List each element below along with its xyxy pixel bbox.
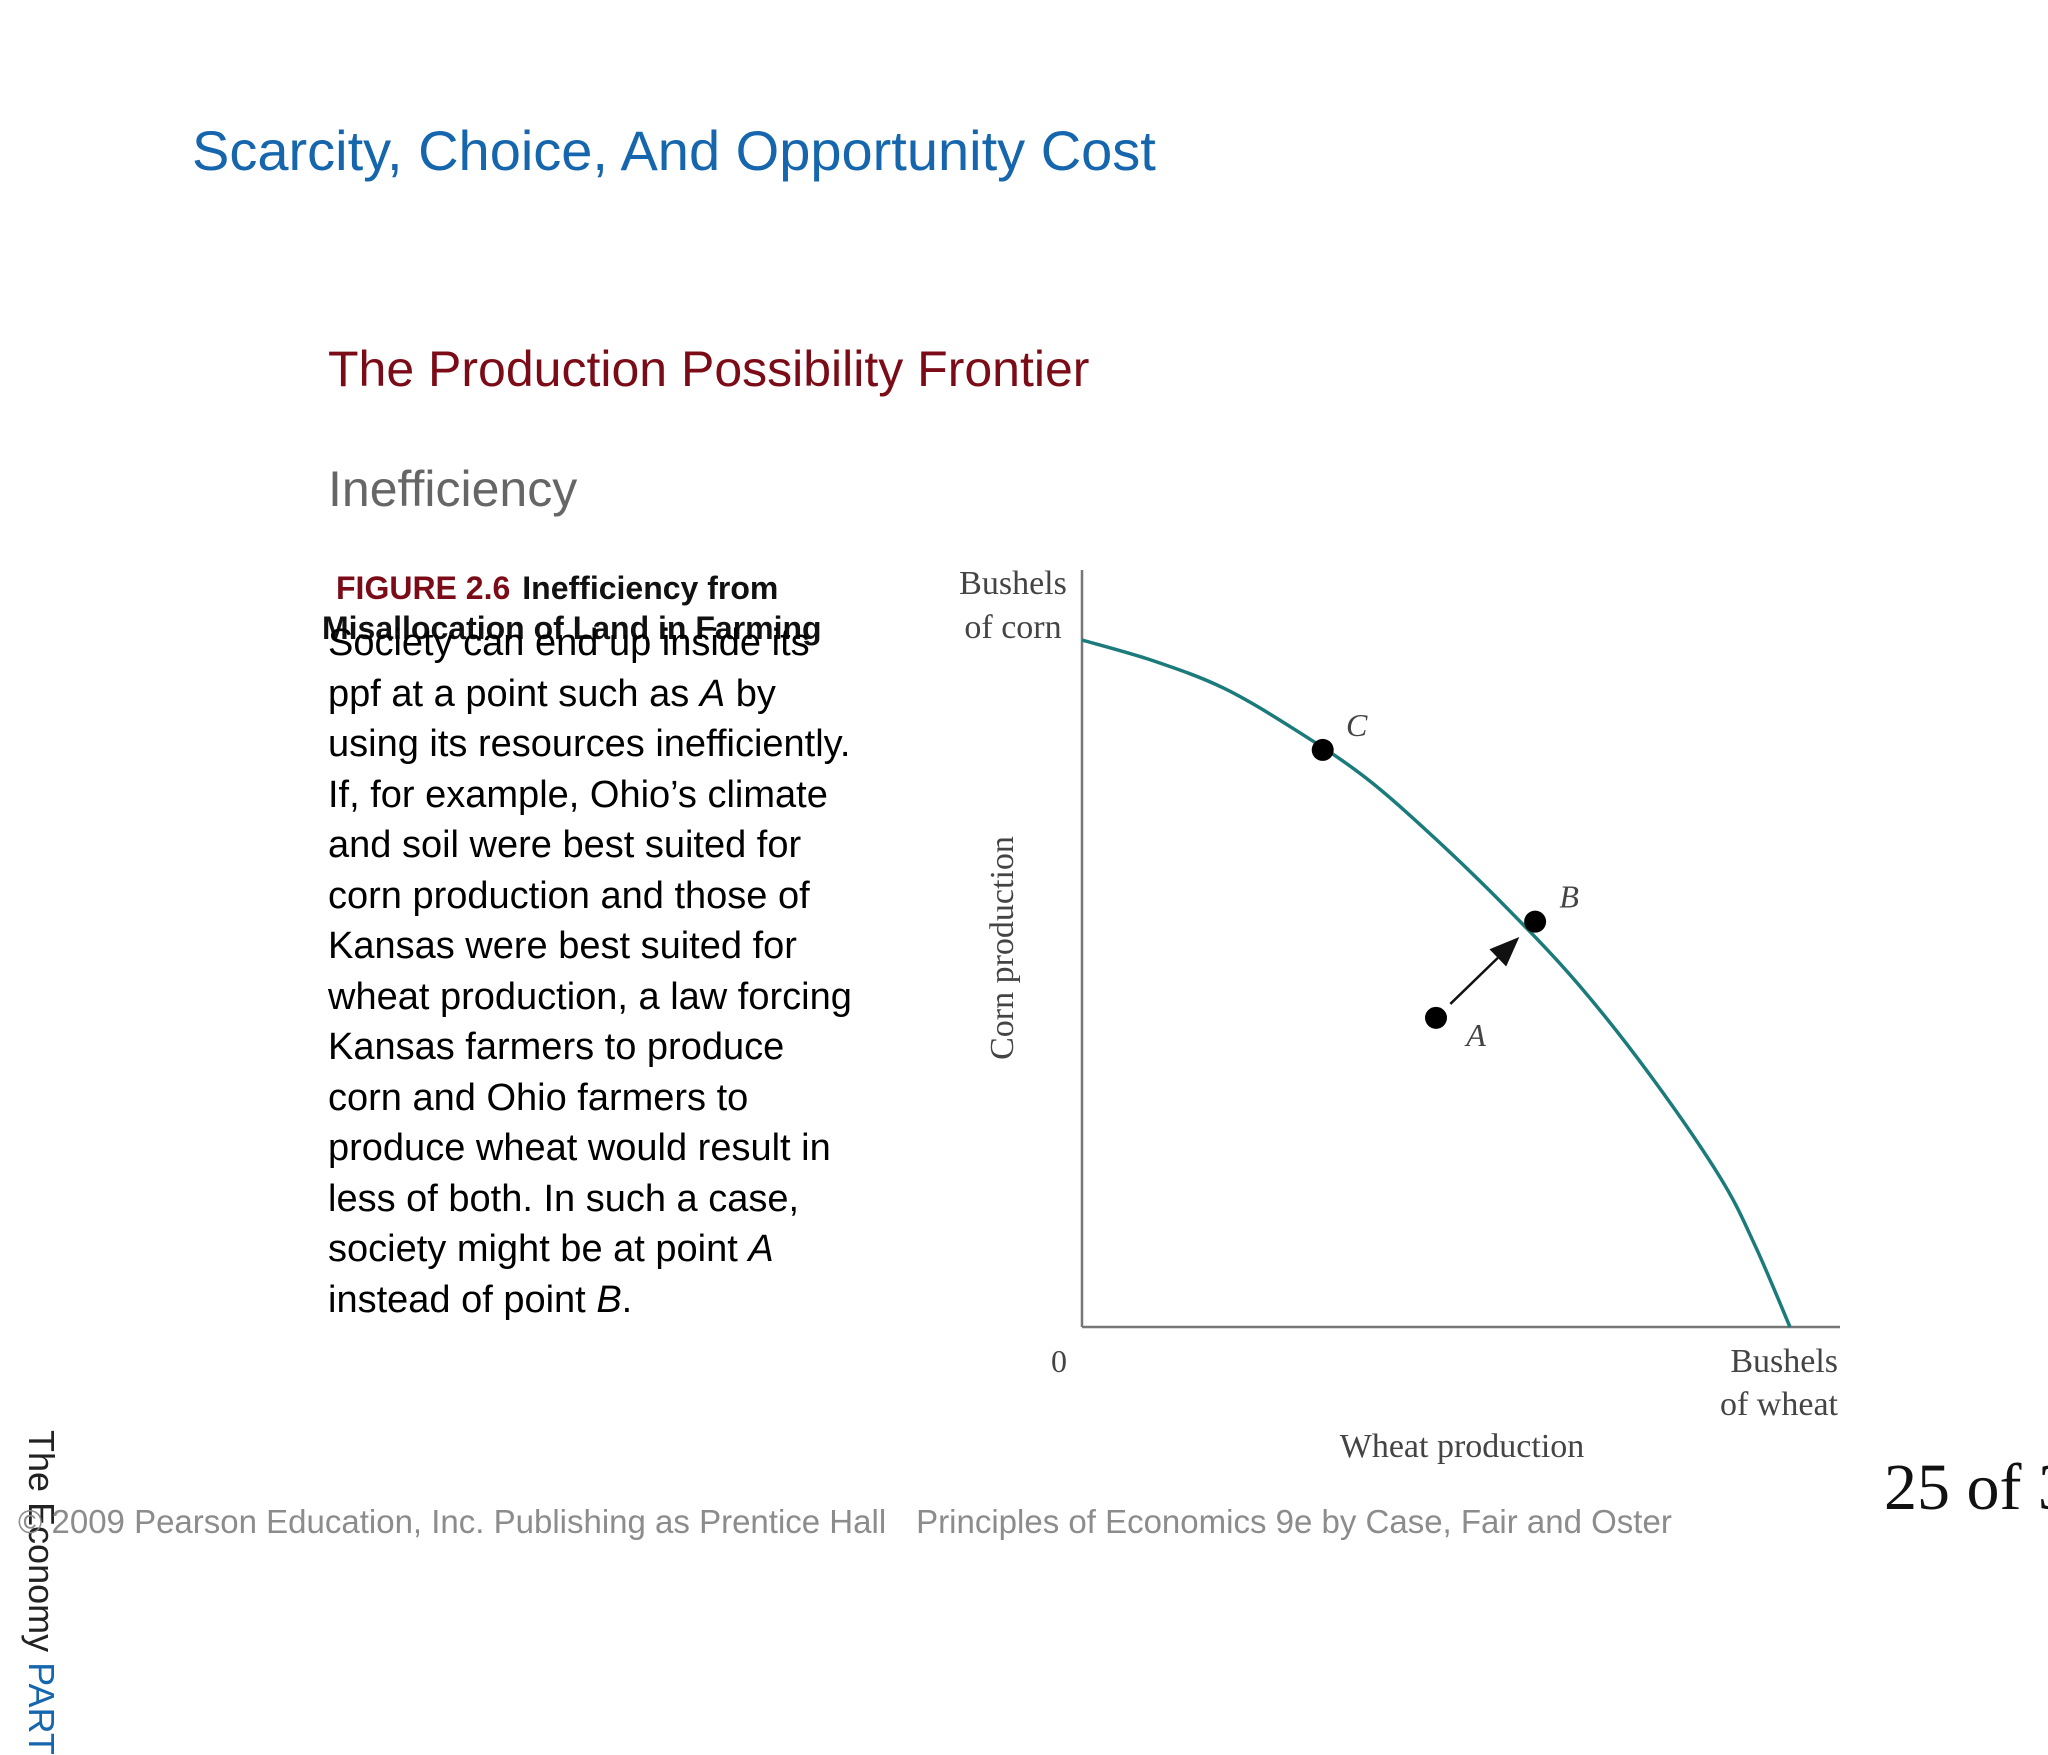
body-text: Society can end up inside its ppf at a p… (328, 618, 868, 1325)
points-layer: C B A (1311, 707, 1579, 1053)
point-b-label: B (1559, 879, 1579, 915)
paragraph-2-point-a: A (748, 1228, 774, 1270)
body-paragraph-2: If, for example, Ohio’s climate and soil… (328, 770, 868, 1326)
paragraph-1-before: Society can end up inside its ppf at a p… (328, 622, 810, 715)
sidebar-vertical-black: The Economy (21, 1430, 62, 1653)
ppf-chart: C B A Bushels of corn Corn production 0 Bu… (959, 565, 1840, 1465)
footer-book: Principles of Economics 9e by Case, Fair… (916, 1503, 1672, 1540)
point-b-marker (1524, 910, 1547, 933)
figure-caption: FIGURE 2.6 Inefficiency from Misallocatio… (322, 568, 882, 648)
sidebar-vertical-text: The Economy PART (20, 1430, 62, 1755)
slide-title: Scarcity, Choice, And Opportunity Cost (192, 119, 1156, 182)
paragraph-1-point: A (699, 672, 726, 715)
figure-title: Inefficiency from Misallocation of Land … (322, 570, 822, 646)
page-number: 25 of 38 (1884, 1451, 2048, 1524)
y-unit-label-line-2: of corn (964, 609, 1061, 646)
figure-number: FIGURE 2.6 (336, 570, 511, 606)
body-paragraph-1: Society can end up inside its ppf at a p… (328, 618, 868, 770)
footer: © 2009 Pearson Education, Inc. Publishin… (18, 1503, 1672, 1541)
arrow-shaft (1449, 956, 1499, 1005)
paragraph-1-after: by using its resources inefficiently. (328, 672, 851, 766)
point-a-marker (1425, 1006, 1447, 1029)
paragraph-2-middle: instead of point (328, 1278, 597, 1321)
section-title: The Production Possibility Frontier (328, 341, 1090, 397)
paragraph-2-after: . (621, 1278, 633, 1321)
x-axis-label: Wheat production (1340, 1428, 1585, 1465)
paragraph-2-point-b: B (596, 1278, 622, 1321)
point-c-label: C (1346, 707, 1368, 743)
footer-copyright: © 2009 Pearson Education, Inc. Publishin… (18, 1503, 887, 1540)
point-a-label: A (1464, 1017, 1486, 1053)
point-c-marker (1311, 738, 1334, 761)
sidebar-vertical-blue: PART (21, 1662, 62, 1755)
subsection-title: Inefficiency (328, 461, 578, 517)
paragraph-2-before: If, for example, Ohio’s climate and soil… (328, 773, 852, 1271)
origin-label: 0 (1051, 1343, 1067, 1379)
y-unit-label-line-1: Bushels (959, 565, 1067, 602)
ppf-curve (1081, 638, 1792, 1328)
x-unit-label-line-2: of wheat (1720, 1386, 1839, 1423)
x-unit-label-line-1: Bushels (1730, 1343, 1838, 1380)
arrow-head (1489, 936, 1520, 967)
y-axis-label: Corn production (984, 836, 1021, 1060)
